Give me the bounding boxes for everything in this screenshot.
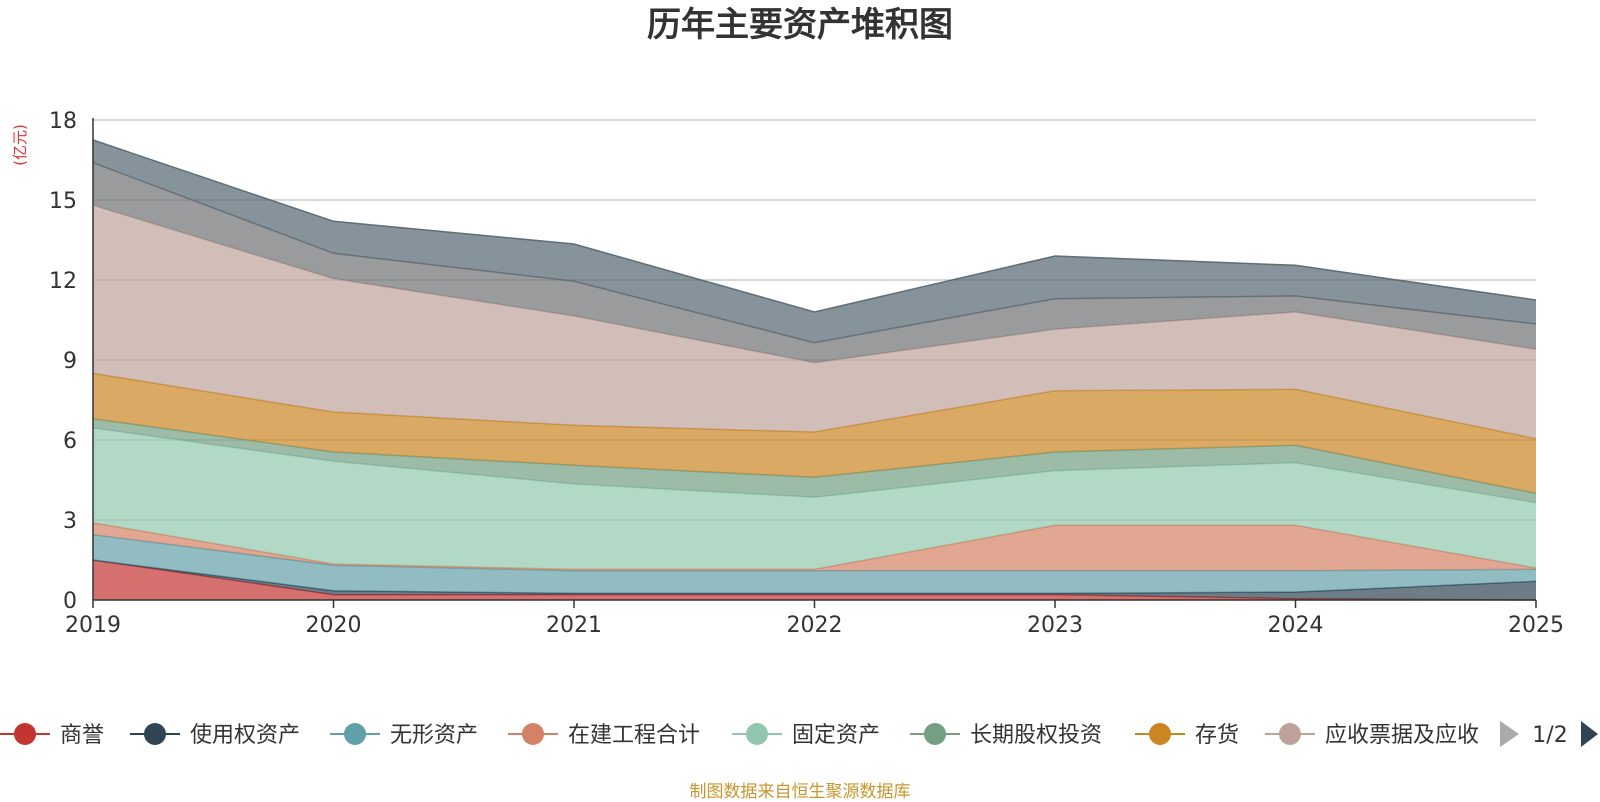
x-tick-label: 2024 xyxy=(1268,613,1324,638)
legend-label: 长期股权投资 xyxy=(970,723,1102,748)
legend-circle-marker xyxy=(522,723,544,745)
legend-pager: 1/2 xyxy=(1500,721,1598,748)
y-tick-label: 15 xyxy=(49,189,77,214)
legend-circle-marker xyxy=(924,723,946,745)
legend: 商誉 使用权资产 无形资产 在建工程合计 固定资产 长期股权投资 存货 应收票据及应收 1/2 xyxy=(0,721,1598,748)
area-series-0[interactable] xyxy=(93,560,1536,600)
x-tick-label: 2020 xyxy=(306,613,362,638)
axes: 0 3 6 9 12 15 18 2019 2020 2021 2022 2023 2024 2025 xyxy=(49,109,1564,638)
x-tick-label: 2025 xyxy=(1508,613,1564,638)
legend-label: 使用权资产 xyxy=(190,723,300,748)
y-tick-label: 6 xyxy=(63,429,77,454)
legend-circle-marker xyxy=(344,723,366,745)
legend-label: 商誉 xyxy=(60,723,104,748)
area-series-1[interactable] xyxy=(93,560,1536,600)
legend-item-1[interactable]: 使用权资产 xyxy=(130,723,300,748)
area-series-line-9 xyxy=(92,139,1537,313)
data-source-note: 制图数据来自恒生聚源数据库 xyxy=(689,782,911,802)
legend-item-5[interactable]: 长期股权投资 xyxy=(910,723,1102,748)
legend-next-page-icon[interactable] xyxy=(1581,721,1598,747)
legend-circle-marker xyxy=(14,723,36,745)
area-series-4[interactable] xyxy=(93,428,1536,570)
legend-label: 在建工程合计 xyxy=(568,723,700,748)
x-tick-label: 2021 xyxy=(546,613,602,638)
area-series-5[interactable] xyxy=(93,418,1536,503)
area-series-8[interactable] xyxy=(93,162,1536,363)
area-series-7[interactable] xyxy=(93,205,1536,439)
legend-circle-marker xyxy=(1279,723,1301,745)
legend-item-7[interactable]: 应收票据及应收 xyxy=(1265,723,1479,748)
legend-prev-page-icon[interactable] xyxy=(1500,721,1519,747)
y-tick-label: 3 xyxy=(63,509,77,534)
legend-label: 存货 xyxy=(1195,723,1239,748)
stacked-areas xyxy=(92,139,1537,601)
legend-item-4[interactable]: 固定资产 xyxy=(732,723,880,748)
area-series-6[interactable] xyxy=(93,373,1536,494)
y-axis-unit-label: (亿元) xyxy=(11,124,29,166)
y-tick-label: 9 xyxy=(63,349,77,374)
y-tick-label: 12 xyxy=(49,269,77,294)
legend-page-indicator: 1/2 xyxy=(1532,723,1567,748)
y-tick-label: 18 xyxy=(49,109,77,134)
area-series-2[interactable] xyxy=(93,534,1536,594)
area-series-3[interactable] xyxy=(93,522,1536,571)
chart-title: 历年主要资产堆积图 xyxy=(647,5,953,45)
legend-circle-marker xyxy=(1149,723,1171,745)
y-tick-label: 0 xyxy=(63,589,77,614)
x-tick-label: 2022 xyxy=(787,613,843,638)
legend-item-0[interactable]: 商誉 xyxy=(0,723,104,748)
x-tick-label: 2019 xyxy=(65,613,121,638)
legend-item-6[interactable]: 存货 xyxy=(1135,723,1239,748)
legend-item-2[interactable]: 无形资产 xyxy=(330,723,478,748)
legend-label: 应收票据及应收 xyxy=(1325,723,1479,748)
legend-label: 固定资产 xyxy=(792,723,880,748)
legend-label: 无形资产 xyxy=(390,723,478,748)
area-series-9[interactable] xyxy=(93,140,1536,343)
x-tick-label: 2023 xyxy=(1027,613,1083,638)
legend-circle-marker xyxy=(144,723,166,745)
legend-circle-marker xyxy=(746,723,768,745)
legend-item-3[interactable]: 在建工程合计 xyxy=(508,723,700,748)
